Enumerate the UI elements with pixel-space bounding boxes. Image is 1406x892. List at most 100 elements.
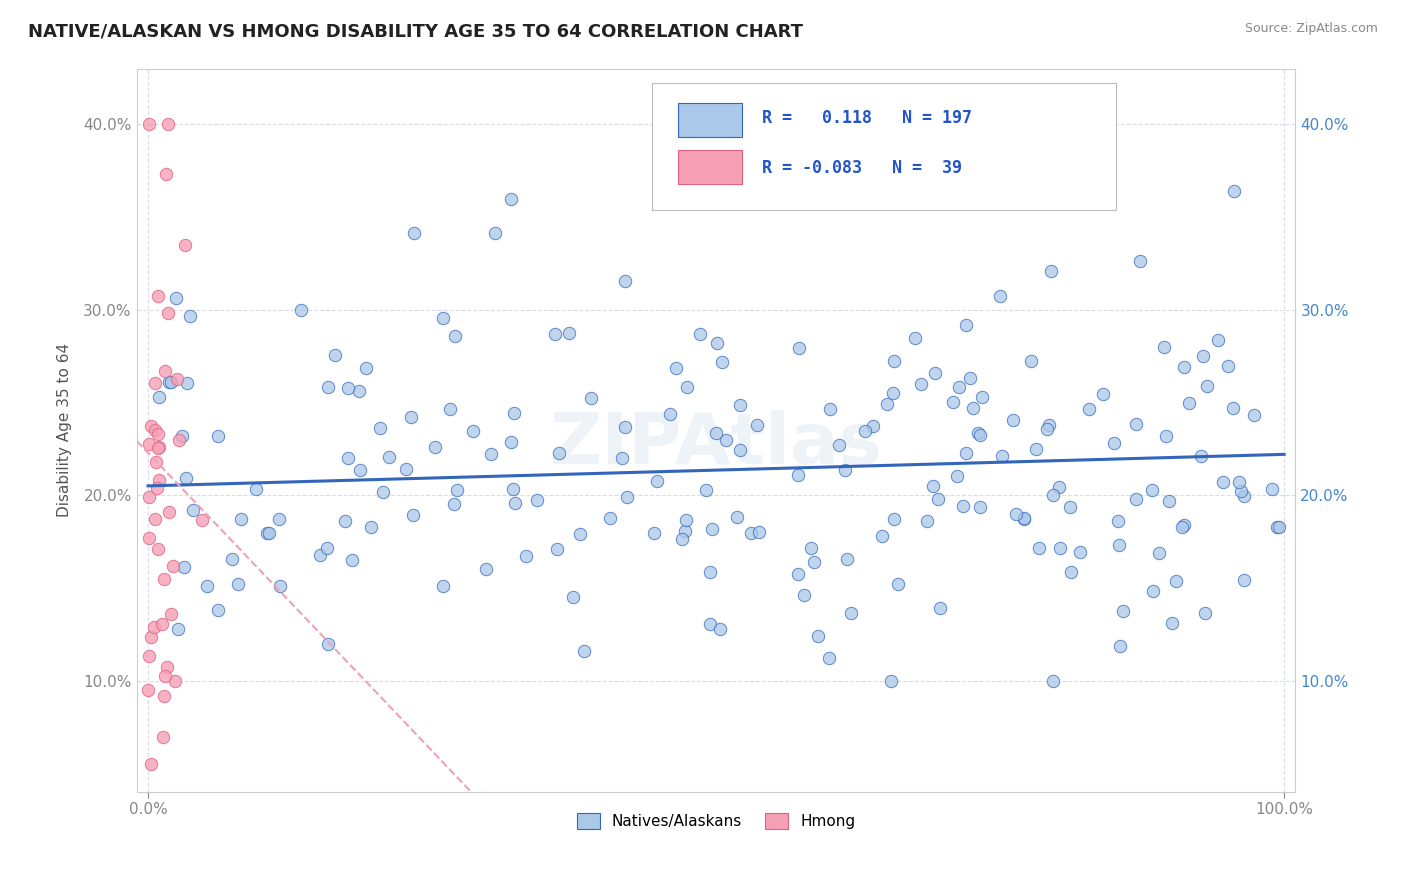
Point [1189, 449, 1212, 463]
Point [446, 483, 468, 497]
Point [988, 289, 1011, 303]
Point [883, 353, 905, 368]
Text: R =   0.118   N = 197: R = 0.118 N = 197 [762, 109, 973, 127]
Point [1194, 606, 1216, 620]
Point [546, 542, 568, 557]
Point [689, 326, 711, 341]
Point [1223, 184, 1246, 198]
Point [1208, 333, 1230, 347]
Point [153, 668, 176, 682]
Point [136, 682, 159, 697]
Point [959, 370, 981, 384]
Point [803, 555, 825, 569]
Point [787, 566, 810, 581]
Point [143, 423, 166, 437]
Point [503, 496, 526, 510]
Point [1170, 519, 1192, 533]
Point [706, 336, 728, 351]
Point [969, 427, 991, 442]
Point [156, 117, 179, 131]
Point [165, 292, 187, 306]
Point [1028, 541, 1050, 556]
Point [1012, 512, 1035, 526]
Point [1125, 491, 1147, 506]
Point [191, 513, 214, 527]
Point [616, 491, 638, 505]
Point [336, 381, 359, 395]
Point [138, 437, 160, 451]
Point [1047, 480, 1070, 494]
Point [501, 434, 523, 449]
Point [709, 622, 731, 636]
Point [181, 502, 204, 516]
Point [835, 551, 858, 566]
Point [143, 511, 166, 525]
Point [787, 341, 810, 355]
Point [886, 577, 908, 591]
Point [173, 559, 195, 574]
Point [910, 377, 932, 392]
Point [167, 433, 190, 447]
Point [340, 553, 363, 567]
Point [138, 648, 160, 663]
Point [152, 689, 174, 703]
Point [1001, 413, 1024, 427]
Point [207, 602, 229, 616]
Point [665, 360, 688, 375]
Point [221, 551, 243, 566]
Point [256, 526, 278, 541]
Point [1173, 359, 1195, 374]
Point [572, 643, 595, 657]
Point [146, 427, 169, 442]
Point [290, 302, 312, 317]
Point [1107, 514, 1129, 528]
Point [862, 419, 884, 434]
Point [439, 402, 461, 417]
Point [146, 541, 169, 556]
Point [153, 572, 176, 586]
Point [1267, 520, 1289, 534]
Point [1059, 566, 1081, 580]
Point [818, 402, 841, 417]
Point [145, 455, 167, 469]
Point [927, 492, 949, 507]
Point [645, 475, 668, 489]
Point [378, 450, 401, 465]
Point [174, 471, 197, 485]
Point [1038, 418, 1060, 433]
Point [1125, 417, 1147, 431]
Text: ZIPAtlas: ZIPAtlas [550, 410, 883, 479]
Point [323, 347, 346, 361]
Text: R = -0.083   N =  39: R = -0.083 N = 39 [762, 160, 963, 178]
Point [197, 579, 219, 593]
Point [207, 429, 229, 443]
Point [853, 424, 876, 438]
Point [163, 673, 186, 688]
Point [955, 446, 977, 460]
Point [176, 376, 198, 391]
Point [695, 483, 717, 497]
Point [148, 288, 170, 302]
Point [1159, 493, 1181, 508]
Point [432, 579, 454, 593]
Point [558, 326, 581, 340]
Point [970, 390, 993, 404]
Point [160, 607, 183, 621]
Point [745, 417, 768, 432]
Point [952, 499, 974, 513]
Point [740, 525, 762, 540]
Point [827, 438, 849, 452]
Point [479, 447, 502, 461]
Point [1042, 673, 1064, 688]
Point [1154, 429, 1177, 443]
FancyBboxPatch shape [678, 150, 741, 185]
Point [1192, 349, 1215, 363]
Point [793, 588, 815, 602]
Point [1268, 520, 1291, 534]
Point [1108, 538, 1130, 552]
Point [245, 483, 267, 497]
Legend: Natives/Alaskans, Hmong: Natives/Alaskans, Hmong [571, 806, 862, 835]
Point [880, 673, 903, 688]
Point [1069, 545, 1091, 559]
Point [882, 385, 904, 400]
